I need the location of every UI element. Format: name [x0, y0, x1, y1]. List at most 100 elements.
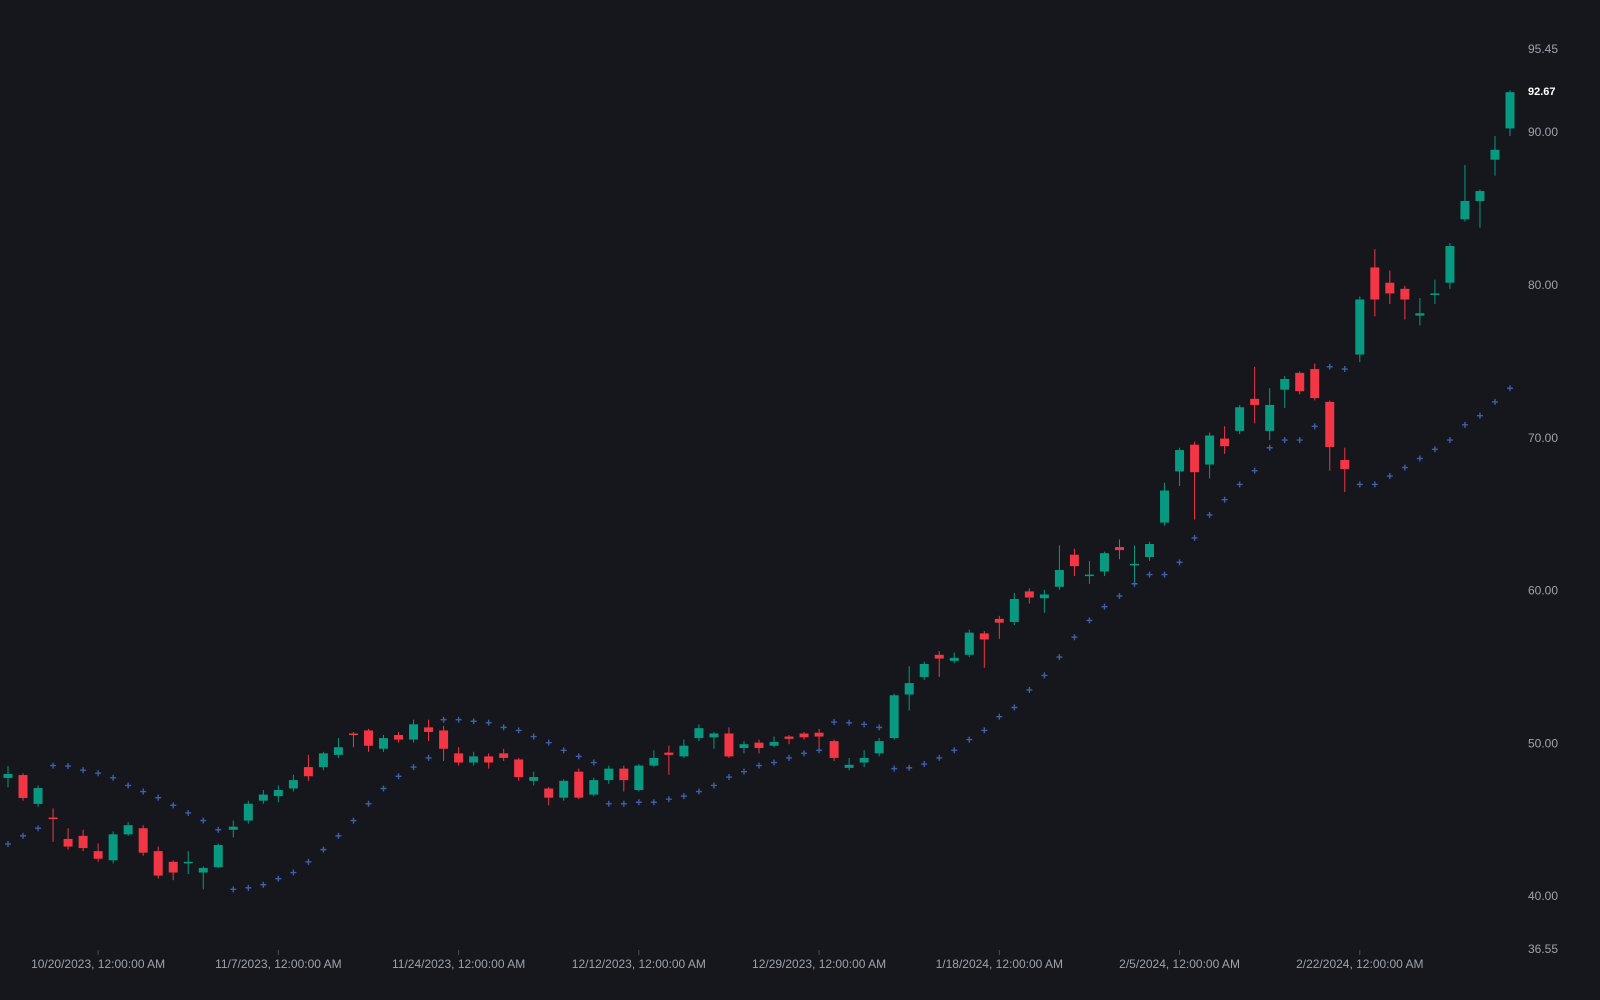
candle-body	[709, 733, 719, 738]
last-price-label: 92.67	[1528, 86, 1556, 98]
sar-point	[635, 799, 642, 806]
sar-point	[230, 886, 237, 893]
candle-body	[303, 767, 313, 777]
candle-body	[213, 845, 223, 868]
candle-body	[739, 744, 749, 749]
sar-point	[35, 825, 42, 832]
sar-point	[1071, 634, 1078, 641]
sar-point	[620, 800, 627, 807]
candle-body	[63, 838, 73, 847]
candle-body	[93, 851, 103, 859]
sar-point	[140, 788, 147, 795]
sar-point	[1341, 366, 1348, 373]
sar-point	[515, 727, 522, 734]
sar-point	[1161, 571, 1168, 578]
sar-point	[801, 750, 808, 757]
candle-body	[1490, 149, 1500, 160]
sar-point	[605, 800, 612, 807]
sar-point	[1191, 534, 1198, 541]
candle-body	[1445, 246, 1455, 283]
sar-point	[335, 832, 342, 839]
candle-body	[559, 780, 569, 798]
candle-body	[318, 753, 328, 768]
sar-point	[575, 753, 582, 760]
sar-point	[5, 840, 11, 847]
candle-body	[1054, 569, 1064, 587]
candle-body	[724, 733, 734, 757]
sar-point	[1206, 511, 1213, 518]
sar-point	[1056, 654, 1063, 661]
sar-point	[1461, 421, 1468, 428]
sar-point	[981, 727, 988, 734]
sar-point	[125, 782, 132, 789]
sar-point	[1311, 423, 1318, 430]
candle-body	[1310, 369, 1320, 399]
sar-point	[710, 782, 717, 789]
sar-point	[1131, 580, 1138, 587]
candle-body	[874, 741, 884, 754]
candle-body	[394, 735, 404, 740]
candle-body	[198, 867, 208, 873]
candle-body	[1475, 191, 1485, 201]
candle-body	[979, 633, 989, 640]
candle-body	[243, 803, 253, 821]
candle-body	[529, 777, 539, 781]
candle-body	[1415, 313, 1425, 316]
sar-point	[260, 881, 267, 888]
candle-body	[859, 757, 869, 763]
sar-point	[921, 761, 928, 768]
sar-point	[65, 763, 72, 770]
candle-body	[1084, 574, 1094, 577]
sar-point	[1491, 398, 1498, 405]
sar-point	[1416, 455, 1423, 462]
candle-body	[1009, 599, 1019, 622]
y-tick-label: 36.55	[1528, 942, 1558, 956]
candle-body	[258, 794, 268, 801]
sar-point	[170, 802, 177, 809]
sar-point	[110, 774, 117, 781]
candle-body	[1340, 459, 1350, 470]
sar-point	[1086, 617, 1093, 624]
candle-body	[1355, 299, 1365, 355]
sar-point	[831, 719, 838, 726]
x-tick-label: 1/18/2024, 12:00:00 AM	[936, 957, 1063, 971]
sar-point	[771, 759, 778, 766]
sar-point	[410, 764, 417, 771]
sar-point	[395, 773, 402, 780]
sar-point	[936, 754, 943, 761]
sar-point	[665, 796, 672, 803]
y-tick-label: 80.00	[1528, 278, 1558, 292]
sar-point	[996, 713, 1003, 720]
candle-body	[454, 753, 464, 763]
sar-point	[1356, 481, 1363, 488]
candle-body	[514, 759, 524, 778]
sar-point	[1266, 444, 1273, 451]
y-tick-label: 40.00	[1528, 889, 1558, 903]
x-tick-label: 12/12/2023, 12:00:00 AM	[572, 957, 706, 971]
sar-point	[1146, 571, 1153, 578]
sar-point	[1116, 592, 1123, 599]
sar-point	[786, 754, 793, 761]
sar-point	[680, 793, 687, 800]
sar-point	[200, 817, 207, 824]
sar-point	[846, 719, 853, 726]
sar-point	[1041, 672, 1048, 679]
sar-point	[155, 794, 162, 801]
sar-point	[1326, 363, 1333, 370]
candle-body	[1114, 547, 1124, 551]
y-tick-label: 60.00	[1528, 584, 1558, 598]
sar-point	[500, 724, 507, 731]
sar-point	[215, 826, 222, 833]
sar-point	[695, 788, 702, 795]
candle-body	[994, 618, 1004, 623]
candle-body	[333, 747, 343, 755]
sar-point	[305, 858, 312, 865]
sar-point	[530, 733, 537, 740]
candle-body	[424, 727, 434, 732]
sar-point	[1281, 437, 1288, 444]
sar-point	[350, 817, 357, 824]
sar-point	[1101, 603, 1108, 610]
candle-body	[574, 771, 584, 798]
candle-body	[694, 728, 704, 739]
